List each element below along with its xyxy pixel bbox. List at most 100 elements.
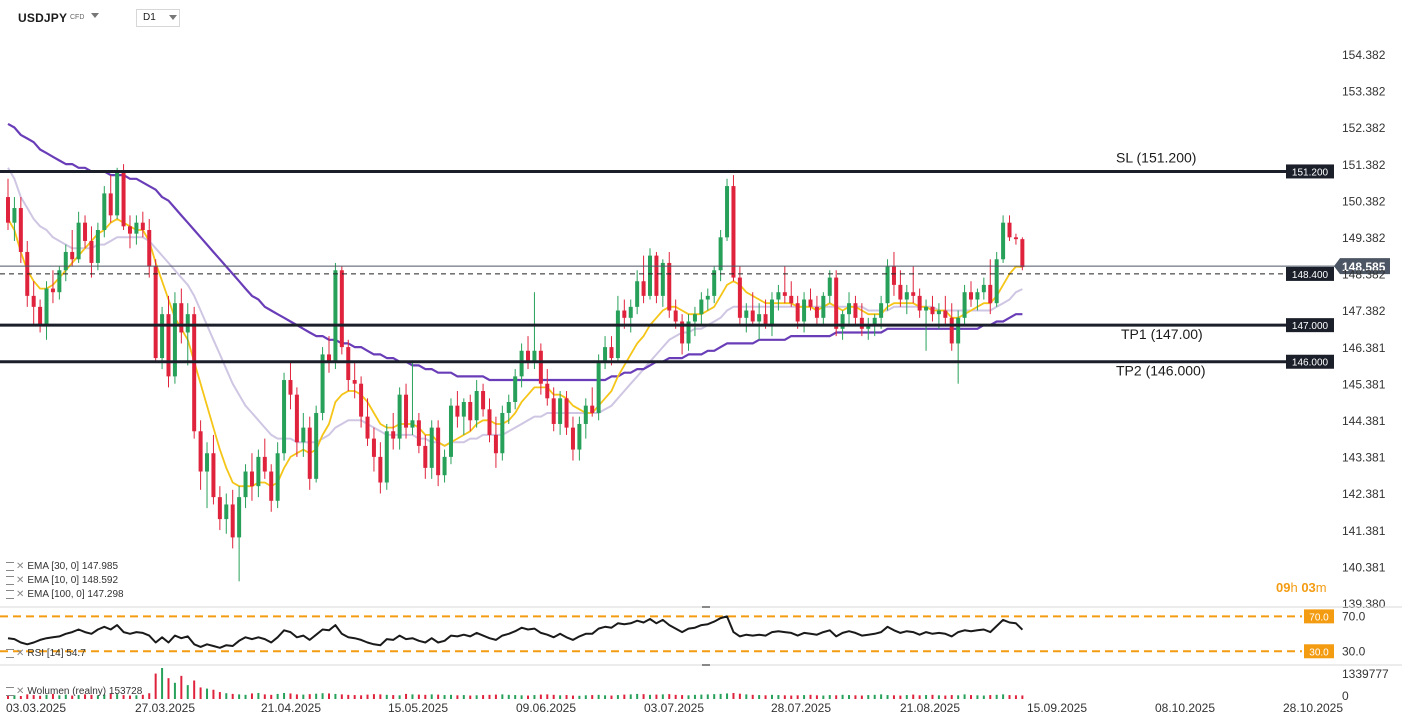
candle-body (339, 270, 344, 348)
volume-bar (950, 695, 953, 699)
y-tick-label: 141.381 (1342, 524, 1386, 538)
level-sl-tag: 151.200 (1292, 167, 1329, 178)
ema100-label: EMA [100, 0] 147.298 (27, 589, 124, 600)
volume-bar (777, 695, 780, 699)
candle-body (725, 186, 730, 238)
candle-body (628, 306, 633, 318)
volume-bar (629, 694, 632, 699)
menu-icon[interactable] (6, 575, 14, 585)
symbol-dropdown-chevron-down-icon[interactable] (91, 13, 99, 18)
symbol-label[interactable]: USDJPY (18, 11, 68, 25)
volume-bar (26, 694, 29, 699)
volume-bar (552, 694, 555, 699)
volume-bar (514, 695, 517, 699)
timeframe-select[interactable]: D1 (136, 9, 180, 27)
volume-bar (604, 695, 607, 699)
rsi-axis-label: 30.0 (1342, 644, 1366, 658)
candle-body (429, 427, 434, 468)
candle-body (436, 427, 441, 476)
level-entry-tag-bg (1286, 266, 1334, 281)
candle-body (38, 306, 43, 326)
candle-body (859, 317, 864, 329)
candle-body (930, 306, 935, 315)
candle-body (320, 354, 325, 413)
rsi-level-tag: 70.0 (1309, 612, 1329, 623)
volume-bar (45, 694, 48, 699)
menu-icon[interactable] (6, 648, 14, 658)
legend-ema30[interactable]: ✕ EMA [30, 0] 147.985 (6, 561, 118, 572)
candle-body (551, 398, 556, 424)
candle-body (654, 255, 659, 296)
volume-bar (360, 695, 363, 699)
volume-bar (854, 695, 857, 699)
volume-bar (841, 694, 844, 699)
legend-ema10[interactable]: ✕ EMA [10, 0] 148.592 (6, 575, 118, 586)
menu-icon[interactable] (6, 589, 14, 599)
y-tick-label: 154.382 (1342, 48, 1386, 62)
candle-body (378, 456, 383, 483)
volume-bar (706, 694, 709, 699)
level-sl-tag-bg (1286, 164, 1334, 179)
legend-rsi[interactable]: ✕ RSI [14] 54.7 (6, 648, 86, 659)
volume-label: Wolumen (realny) 153728 (27, 686, 143, 697)
close-icon[interactable]: ✕ (16, 648, 25, 659)
close-icon[interactable]: ✕ (16, 589, 25, 600)
volume-bar (315, 693, 318, 699)
volume-bar (13, 695, 16, 699)
candle-body (461, 401, 466, 417)
volume-bar (283, 692, 286, 699)
volume-bar (982, 695, 985, 699)
volume-bar (398, 695, 401, 699)
volume-bar (161, 668, 164, 699)
volume-axis-min: 0 (1342, 689, 1349, 703)
volume-bar (520, 695, 523, 699)
volume-bar (578, 695, 581, 699)
candle-body (737, 277, 742, 318)
candle-body (282, 380, 287, 454)
volume-bar (417, 694, 420, 699)
volume-bar (109, 693, 112, 699)
close-icon[interactable]: ✕ (16, 686, 25, 697)
legend-ema100[interactable]: ✕ EMA [100, 0] 147.298 (6, 589, 124, 600)
candle-body (6, 197, 10, 223)
volume-bar (899, 695, 902, 699)
candle-body (917, 295, 922, 311)
candle-body (840, 314, 845, 329)
volume-bar (533, 695, 536, 699)
volume-bar (263, 694, 266, 699)
volume-bar (758, 695, 761, 699)
volume-bar (803, 695, 806, 699)
timer-h: h (1290, 580, 1298, 595)
candle-countdown: 09h 03m (1276, 580, 1327, 595)
candle-body (872, 317, 877, 326)
candle-body (230, 504, 235, 538)
candle-body (481, 391, 486, 410)
menu-icon[interactable] (6, 686, 14, 696)
close-icon[interactable]: ✕ (16, 561, 25, 572)
y-tick-label: 150.382 (1342, 194, 1386, 208)
level-tp2-label: TP2 (146.000) (1116, 363, 1206, 379)
volume-bar (726, 693, 729, 699)
legend-volume[interactable]: ✕ Wolumen (realny) 153728 (6, 686, 142, 697)
menu-icon[interactable] (6, 561, 14, 571)
volume-bar (19, 695, 22, 699)
x-tick-label: 03.03.2025 (6, 701, 66, 715)
candle-body (404, 394, 409, 428)
volume-bar (128, 695, 131, 699)
volume-bar (488, 694, 491, 699)
timer-minutes: 03 (1301, 580, 1316, 595)
volume-bar (649, 694, 651, 699)
candle-body (519, 350, 524, 377)
candle-body (384, 431, 389, 483)
volume-bar (193, 680, 196, 699)
volume-bar (815, 695, 818, 699)
volume-bar (636, 693, 639, 699)
x-tick-label: 15.09.2025 (1027, 701, 1087, 715)
candle-body (147, 229, 152, 267)
candle-body (994, 259, 999, 304)
y-tick-label: 151.382 (1342, 158, 1386, 172)
volume-bar (289, 693, 292, 699)
close-icon[interactable]: ✕ (16, 575, 25, 586)
volume-bar (167, 678, 170, 699)
